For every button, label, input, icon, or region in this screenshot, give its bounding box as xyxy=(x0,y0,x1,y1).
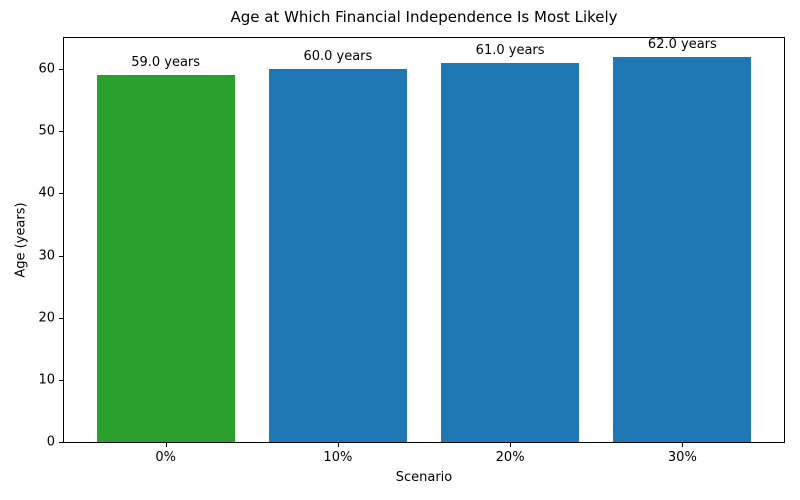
bar xyxy=(96,75,235,442)
y-tick-label: 10 xyxy=(38,372,55,388)
bar xyxy=(613,56,752,442)
y-tick-label: 20 xyxy=(38,310,55,326)
y-tick-label: 50 xyxy=(38,123,55,139)
x-tick-mark xyxy=(337,443,339,447)
y-tick-label: 30 xyxy=(38,248,55,264)
x-tick-label: 10% xyxy=(323,450,353,465)
x-axis-label: Scenario xyxy=(395,470,453,485)
y-tick-mark xyxy=(59,255,63,257)
y-tick-mark xyxy=(59,193,63,195)
x-tick-label: 20% xyxy=(495,450,525,465)
y-tick-mark xyxy=(59,69,63,71)
x-tick-mark xyxy=(510,443,512,447)
bar-value-label: 61.0 years xyxy=(475,42,545,58)
y-tick-mark xyxy=(59,131,63,133)
x-tick-mark xyxy=(682,443,684,447)
y-tick-label: 60 xyxy=(38,61,55,77)
y-axis-label: Age (years) xyxy=(13,202,29,278)
plot-area: 59.0 years 0% 60.0 years 10% 61.0 years 20% 62… xyxy=(38,36,785,465)
x-tick-label: 30% xyxy=(667,450,697,465)
x-tick-label: 0% xyxy=(155,450,176,465)
y-tick-mark xyxy=(59,379,63,381)
y-tick-label: 40 xyxy=(38,185,55,201)
bar xyxy=(441,62,580,442)
y-tick-label: 0 xyxy=(46,434,55,450)
chart-title: Age at Which Financial Independence Is M… xyxy=(230,8,618,26)
bar xyxy=(268,69,407,442)
bar-value-label: 60.0 years xyxy=(303,49,373,65)
bar-value-label: 59.0 years xyxy=(131,55,201,71)
x-tick-mark xyxy=(165,443,167,447)
y-tick-mark xyxy=(59,442,63,443)
y-tick-mark xyxy=(59,317,63,319)
bar-value-label: 62.0 years xyxy=(647,36,717,52)
